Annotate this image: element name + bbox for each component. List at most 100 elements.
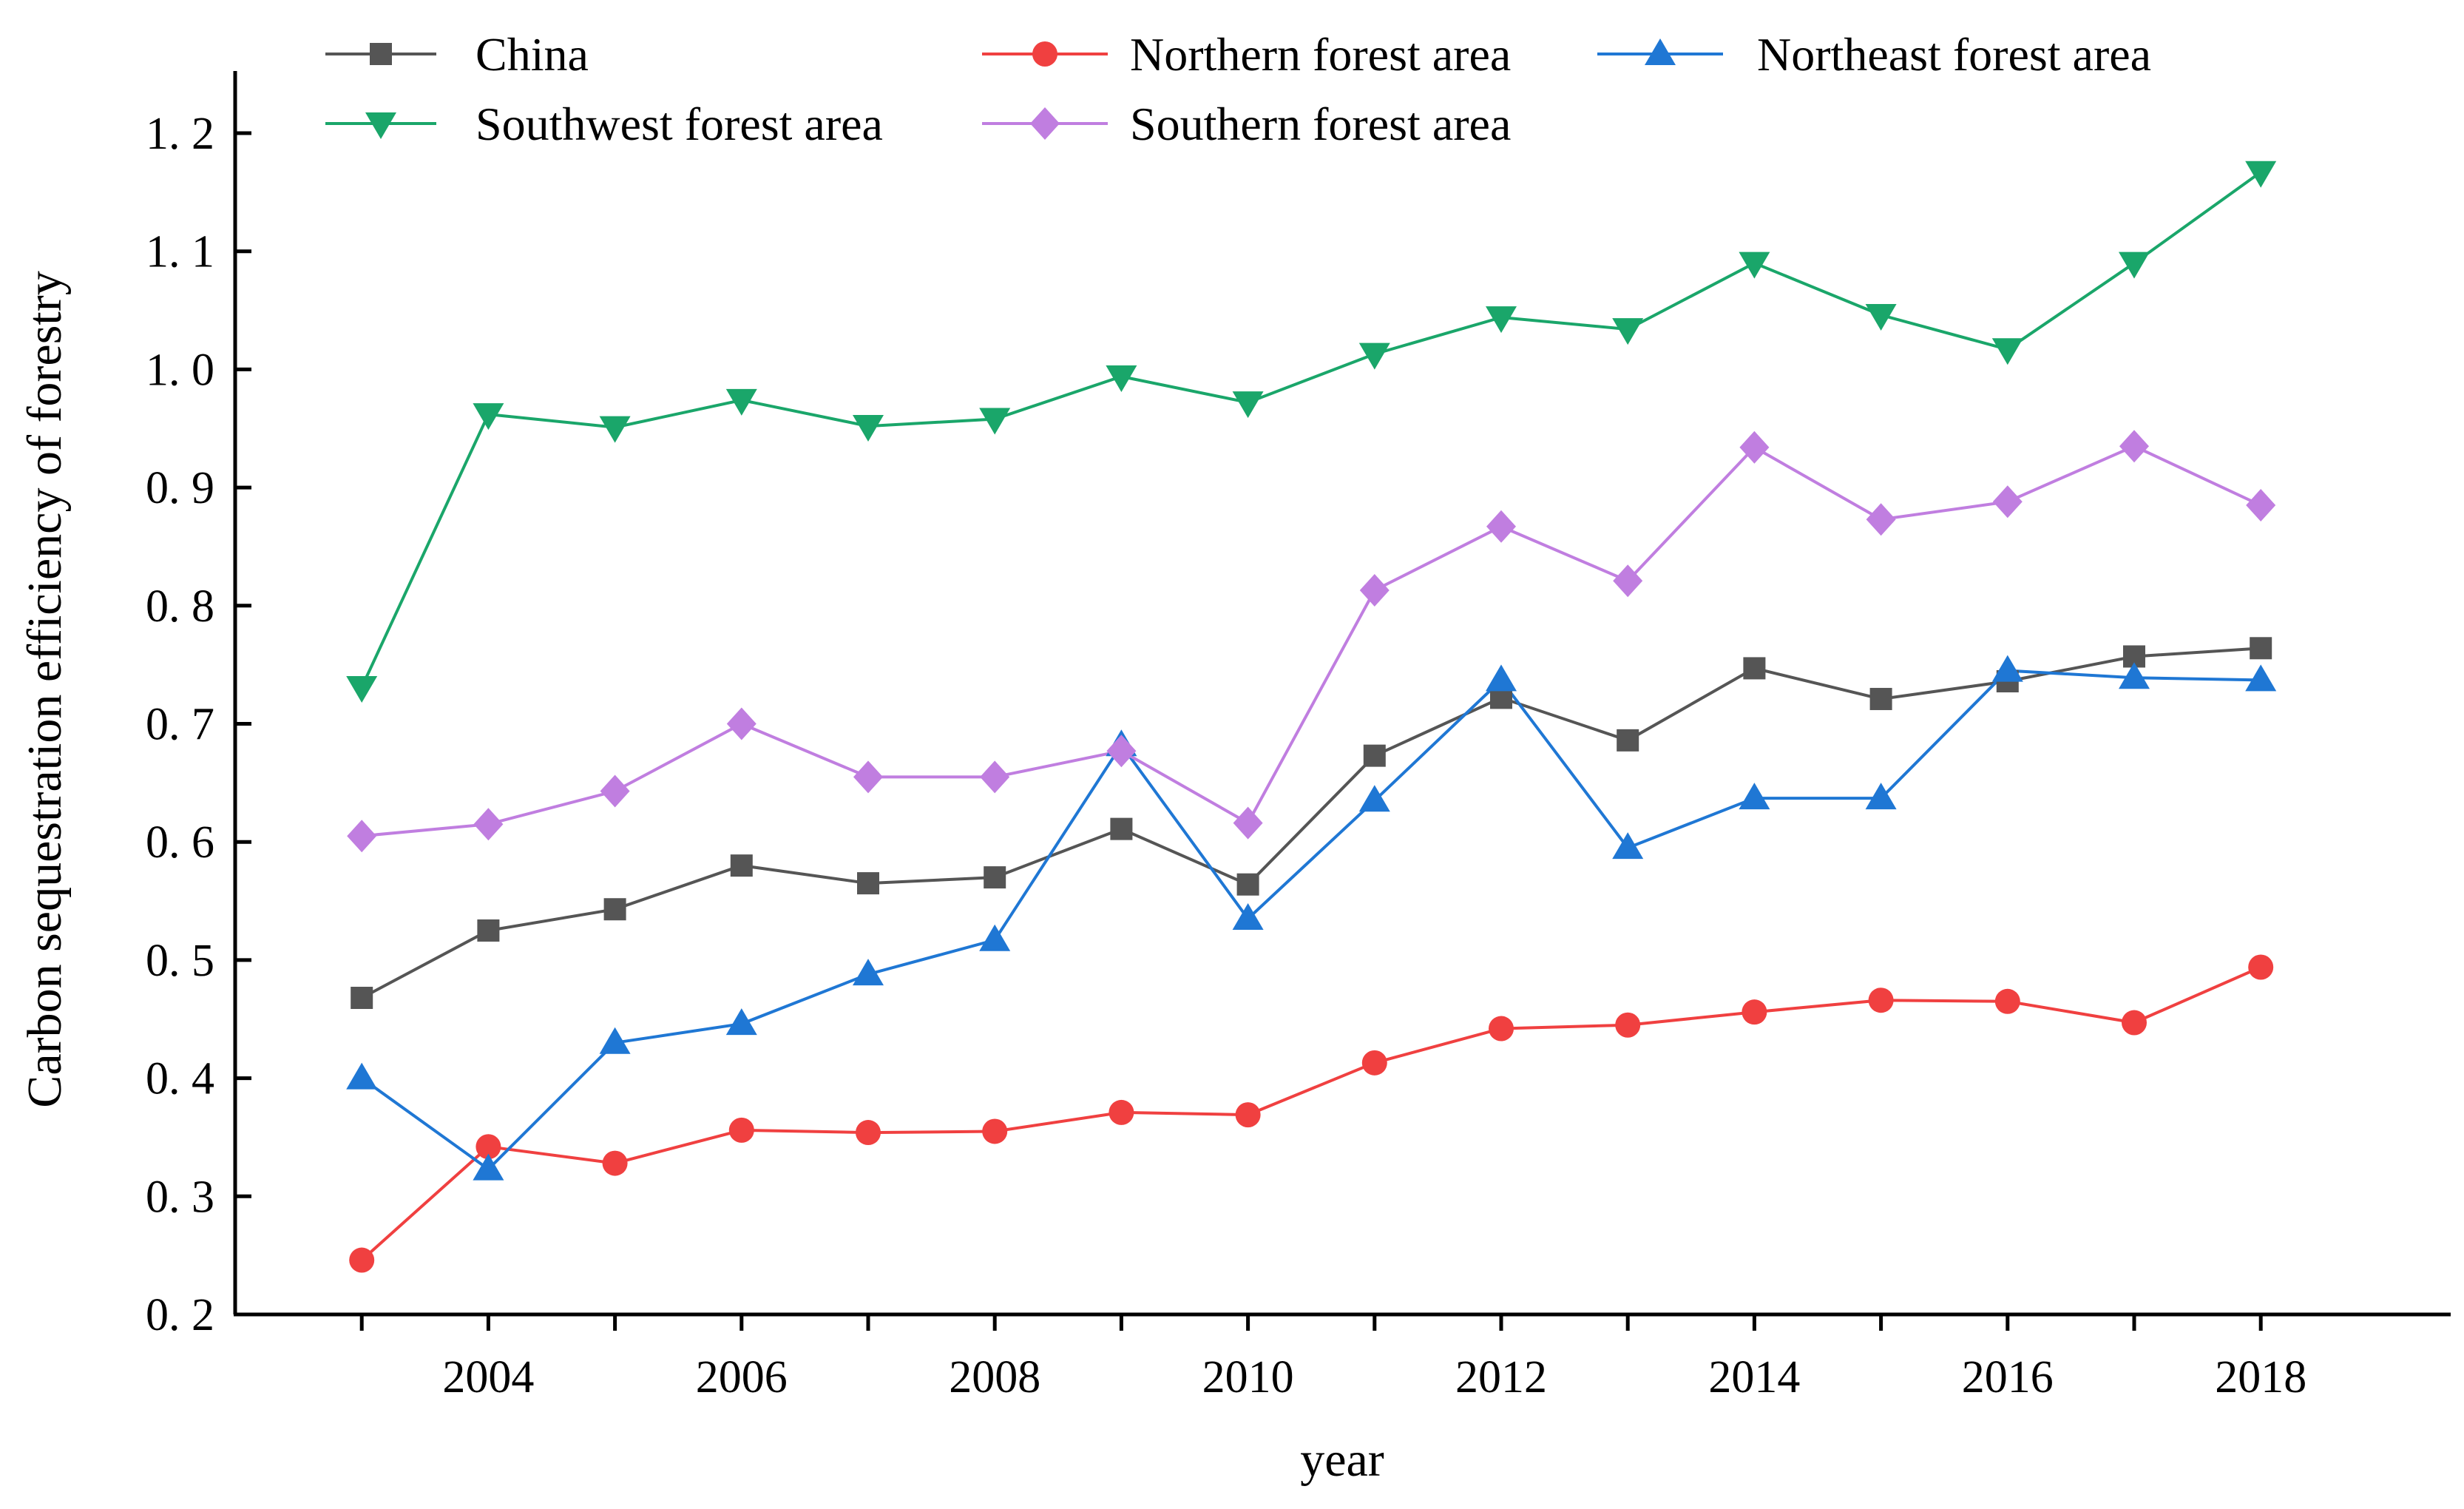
data-point-southwest-forest-area — [346, 675, 378, 703]
data-point-southwest-forest-area — [1739, 252, 1770, 279]
data-point-northeast-forest-area — [1486, 664, 1517, 692]
y-tick-label: 0. 3 — [146, 1172, 214, 1222]
y-tick-label: 1. 2 — [146, 109, 214, 159]
legend-marker — [1032, 41, 1057, 67]
series-lines — [360, 171, 2262, 1261]
y-tick-label: 0. 9 — [146, 463, 214, 513]
data-point-southwest-forest-area — [1106, 365, 1137, 392]
series-line-northern-forest-area — [360, 965, 2262, 1261]
legend-item-northern-forest-area: Northern forest area — [982, 28, 1511, 81]
x-tick-label: 2016 — [1962, 1352, 2054, 1402]
data-point-southern-forest-area — [1613, 564, 1643, 598]
data-point-southern-forest-area — [1739, 431, 1770, 464]
legend-marker — [370, 43, 392, 65]
data-point-southern-forest-area — [853, 760, 883, 794]
data-point-southern-forest-area — [1106, 735, 1137, 768]
legend-item-southwest-forest-area: Southwest forest area — [325, 98, 883, 150]
legend-label: Northeast forest area — [1757, 28, 2151, 81]
data-point-northern-forest-area — [349, 1247, 375, 1273]
data-point-china — [1869, 687, 1892, 710]
data-point-china — [1236, 873, 1259, 896]
legend-item-southern-forest-area: Southern forest area — [982, 98, 1511, 150]
legend-label: China — [475, 28, 589, 81]
data-point-northern-forest-area — [602, 1150, 628, 1176]
x-ticks: 2004 2006 2008 2010 2012 2014 2016 2018 — [359, 1314, 2306, 1402]
x-tick-label: 2008 — [949, 1352, 1040, 1402]
data-point-southern-forest-area — [1486, 510, 1516, 543]
data-point-northeast-forest-area — [1358, 785, 1390, 812]
data-point-northeast-forest-area — [1232, 903, 1264, 931]
data-point-china — [1743, 657, 1766, 680]
data-point-southwest-forest-area — [725, 388, 757, 416]
y-tick-label: 0. 8 — [146, 581, 214, 632]
data-point-northern-forest-area — [1489, 1016, 1514, 1042]
data-point-southwest-forest-area — [1486, 306, 1517, 334]
data-point-northern-forest-area — [1235, 1102, 1261, 1128]
legend-marker — [365, 112, 396, 139]
data-point-northern-forest-area — [728, 1117, 754, 1143]
data-point-southern-forest-area — [347, 820, 377, 853]
data-point-northeast-forest-area — [473, 1153, 504, 1181]
data-point-northeast-forest-area — [725, 1008, 757, 1036]
data-point-southern-forest-area — [2246, 489, 2276, 522]
x-tick-label: 2006 — [696, 1352, 788, 1402]
legend-marker — [1030, 107, 1060, 140]
x-tick-label: 2018 — [2215, 1352, 2306, 1402]
data-point-northern-forest-area — [1742, 999, 1767, 1025]
data-point-southwest-forest-area — [599, 416, 631, 443]
y-tick-label: 1. 1 — [146, 227, 214, 277]
x-axis-label: year — [1300, 1433, 1384, 1487]
data-point-china — [603, 898, 626, 921]
data-point-southern-forest-area — [600, 774, 630, 808]
data-point-southwest-forest-area — [2245, 161, 2277, 188]
data-point-northern-forest-area — [2248, 954, 2274, 980]
data-point-southwest-forest-area — [1232, 391, 1264, 419]
y-tick-label: 0. 4 — [146, 1054, 214, 1104]
y-tick-label: 0. 6 — [146, 817, 214, 868]
data-point-northern-forest-area — [856, 1120, 881, 1146]
legend-item-northeast-forest-area: Northeast forest area — [1597, 28, 2151, 81]
data-point-northeast-forest-area — [979, 924, 1011, 951]
legend-marker — [1645, 38, 1676, 65]
data-point-northern-forest-area — [1361, 1050, 1387, 1076]
data-point-northeast-forest-area — [1739, 783, 1770, 810]
data-point-northern-forest-area — [982, 1118, 1008, 1144]
data-point-southern-forest-area — [1233, 806, 1263, 840]
data-point-northeast-forest-area — [1865, 783, 1897, 810]
x-tick-label: 2014 — [1708, 1352, 1800, 1402]
data-point-northern-forest-area — [1109, 1099, 1134, 1125]
legend-label: Northern forest area — [1130, 28, 1511, 81]
data-point-china — [1363, 744, 1386, 767]
data-point-china — [1110, 817, 1133, 840]
data-point-northern-forest-area — [2122, 1010, 2147, 1036]
data-point-southwest-forest-area — [2119, 252, 2150, 279]
series-line-china — [361, 647, 2261, 999]
data-point-northeast-forest-area — [1991, 655, 2023, 682]
legend-label: Southwest forest area — [475, 98, 883, 150]
data-point-china — [477, 919, 500, 942]
data-point-northeast-forest-area — [2245, 664, 2277, 692]
data-point-southern-forest-area — [1866, 503, 1896, 536]
data-point-china — [984, 866, 1006, 889]
data-point-southwest-forest-area — [979, 408, 1011, 435]
series-line-northeast-forest-area — [361, 669, 2261, 1172]
data-point-china — [857, 872, 879, 895]
y-tick-label: 0. 2 — [146, 1290, 214, 1340]
data-point-southwest-forest-area — [853, 415, 884, 442]
legend: China Northern forest area Northeast fores… — [325, 28, 2151, 150]
y-tick-label: 0. 5 — [146, 936, 214, 986]
data-point-southern-forest-area — [980, 760, 1010, 794]
data-point-southern-forest-area — [726, 707, 757, 740]
x-tick-label: 2004 — [442, 1352, 534, 1402]
data-point-southwest-forest-area — [473, 403, 504, 431]
data-point-southern-forest-area — [473, 808, 504, 841]
data-point-northern-forest-area — [1868, 988, 1894, 1013]
data-point-southern-forest-area — [1359, 574, 1390, 607]
x-tick-label: 2012 — [1455, 1352, 1547, 1402]
axes — [233, 71, 2451, 1317]
x-tick-label: 2010 — [1202, 1352, 1294, 1402]
data-point-southwest-forest-area — [1991, 338, 2023, 365]
legend-item-china: China — [325, 28, 589, 81]
data-point-northeast-forest-area — [599, 1027, 631, 1054]
y-tick-label: 1. 0 — [146, 345, 214, 395]
